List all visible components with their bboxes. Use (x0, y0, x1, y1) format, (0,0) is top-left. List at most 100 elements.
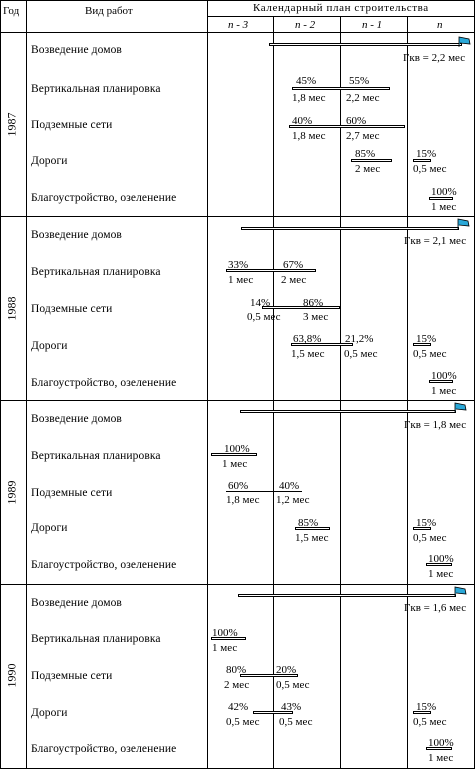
pct-label: 40% (279, 480, 300, 492)
pct-label: 100% (431, 370, 457, 382)
dur-label: 0,5 мес (226, 716, 260, 728)
task-bar (291, 343, 353, 346)
year-label: 1990 (4, 663, 19, 688)
flag-icon (454, 586, 467, 597)
work-name: Подземные сети (31, 119, 113, 131)
dur-label: 0,5 мес (413, 348, 447, 360)
task-bar (226, 269, 316, 272)
dur-label: 1 мес (222, 458, 248, 470)
dur-label: 1,2 мес (276, 494, 310, 506)
flag-icon (454, 402, 467, 413)
pct-label: 33% (228, 259, 249, 271)
year-label: 1989 (4, 480, 19, 505)
work-name: Возведение домов (31, 413, 122, 425)
task-bar (426, 563, 452, 566)
dur-label: 2,2 мес (346, 92, 380, 104)
houses-bar (238, 594, 456, 597)
pct-label: 100% (431, 186, 457, 198)
pct-label: 100% (428, 737, 454, 749)
pct-label: 100% (224, 443, 250, 455)
period-n-1: n - 1 (362, 19, 383, 31)
year-label: 1988 (4, 296, 19, 321)
houses-bar (269, 43, 462, 46)
dur-label: 1,8 мес (292, 130, 326, 142)
houses-bar (240, 410, 456, 413)
dur-label: 1 мес (428, 568, 454, 580)
work-name: Вертикальная планировка (31, 633, 161, 645)
dur-label: 2 мес (281, 274, 307, 286)
pct-label: 43% (281, 701, 302, 713)
task-bar (289, 125, 405, 128)
pct-label: 85% (298, 517, 319, 529)
houses-duration-note: Гкв = 2,2 мес (403, 52, 466, 64)
dur-label: 1 мес (431, 201, 457, 213)
dur-label: 1 мес (228, 274, 254, 286)
houses-duration-note: Гкв = 2,1 мес (404, 235, 467, 247)
pct-label: 85% (355, 148, 376, 160)
flag-icon (458, 36, 471, 47)
task-bar (426, 747, 452, 750)
pct-label: 40% (292, 115, 313, 127)
pct-label: 55% (349, 75, 370, 87)
task-bar (240, 674, 298, 677)
work-name: Благоустройство, озеленение (31, 559, 177, 571)
header-work-type: Вид работ (85, 5, 133, 17)
task-bar (211, 637, 246, 640)
pct-label: 15% (416, 517, 437, 529)
period-n-3: n - 3 (228, 19, 249, 31)
dur-label: 0,5 мес (279, 716, 313, 728)
work-name: Возведение домов (31, 44, 122, 56)
task-line (226, 491, 302, 492)
header-year: Год (3, 5, 20, 17)
task-bar (351, 159, 392, 162)
work-name: Вертикальная планировка (31, 266, 161, 278)
work-name: Благоустройство, озеленение (31, 377, 177, 389)
task-bar (292, 87, 390, 90)
pct-label: 100% (428, 553, 454, 565)
pct-label: 21,2% (345, 333, 374, 345)
dur-label: 1,5 мес (295, 532, 329, 544)
work-name: Дороги (31, 155, 68, 167)
dur-label: 0,5 мес (413, 716, 447, 728)
task-bar (413, 711, 431, 714)
dur-label: 2 мес (224, 679, 250, 691)
work-name: Дороги (31, 707, 68, 719)
houses-duration-note: Гкв = 1,8 мес (404, 419, 467, 431)
task-bar (253, 711, 293, 714)
task-bar (295, 527, 330, 530)
work-name: Вертикальная планировка (31, 450, 161, 462)
houses-duration-note: Гкв = 1,6 мес (404, 602, 467, 614)
pct-label: 60% (346, 115, 367, 127)
task-bar (413, 527, 431, 530)
work-name: Возведение домов (31, 597, 122, 609)
dur-label: 1,8 мес (226, 494, 260, 506)
pct-label: 20% (276, 664, 297, 676)
dur-label: 2,7 мес (346, 130, 380, 142)
header-calendar-plan: Календарный план строительства (253, 2, 429, 14)
dur-label: 0,5 мес (413, 163, 447, 175)
year-label: 1987 (4, 112, 19, 137)
work-name: Дороги (31, 522, 68, 534)
pct-label: 60% (228, 480, 249, 492)
work-name: Подземные сети (31, 670, 113, 682)
dur-label: 0,5 мес (276, 679, 310, 691)
task-bar (211, 453, 257, 456)
pct-label: 45% (296, 75, 317, 87)
task-bar (413, 159, 431, 162)
dur-label: 3 мес (303, 311, 329, 323)
work-name: Возведение домов (31, 229, 122, 241)
dur-label: 0,5 мес (413, 532, 447, 544)
pct-label: 80% (226, 664, 247, 676)
dur-label: 1 мес (428, 752, 454, 764)
period-n: n (437, 19, 443, 31)
dur-label: 1,8 мес (292, 92, 326, 104)
dur-label: 0,5 мес (344, 348, 378, 360)
pct-label: 100% (212, 627, 238, 639)
task-bar (429, 197, 453, 200)
pct-label: 42% (228, 701, 249, 713)
houses-bar (241, 227, 459, 230)
work-name: Подземные сети (31, 487, 113, 499)
task-bar (429, 380, 453, 383)
